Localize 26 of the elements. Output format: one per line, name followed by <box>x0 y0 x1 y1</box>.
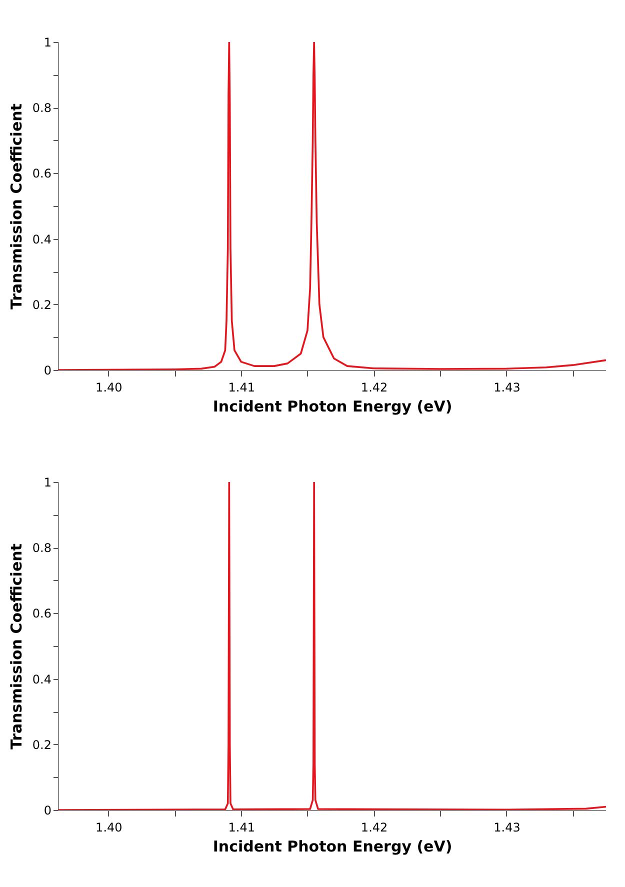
line-series <box>58 42 606 370</box>
y-tick-label: 0 <box>44 804 52 818</box>
y-tick-label: 0.4 <box>32 672 52 686</box>
x-tick-label: 1.40 <box>96 380 122 394</box>
y-axis-title: Transmission Coefficient <box>7 544 26 750</box>
y-tick-label: 0.2 <box>32 298 52 312</box>
x-axis-title: Incident Photon Energy (eV) <box>212 838 452 856</box>
x-axis-title: Incident Photon Energy (eV) <box>212 398 452 416</box>
y-tick-label: 1 <box>44 36 52 50</box>
x-tick-label: 1.41 <box>228 820 255 834</box>
y-tick-label: 0.4 <box>32 232 52 246</box>
y-tick-label: 0.6 <box>32 606 52 621</box>
line-series <box>58 482 606 810</box>
y-tick-label: 0 <box>44 364 52 378</box>
y-tick-label: 0.2 <box>32 738 52 752</box>
x-tick-label: 1.40 <box>96 820 122 834</box>
y-tick-label: 1 <box>44 476 52 490</box>
x-tick-label: 1.42 <box>360 820 388 834</box>
y-axis-title: Transmission Coefficient <box>7 104 26 310</box>
x-tick-label: 1.43 <box>494 380 520 394</box>
x-tick-label: 1.43 <box>494 820 520 834</box>
y-tick-label: 0.8 <box>32 541 52 556</box>
x-tick-label: 1.41 <box>228 380 255 394</box>
y-tick-label: 0.8 <box>32 101 52 116</box>
y-tick-label: 0.6 <box>32 166 52 181</box>
x-tick-label: 1.42 <box>360 380 388 394</box>
